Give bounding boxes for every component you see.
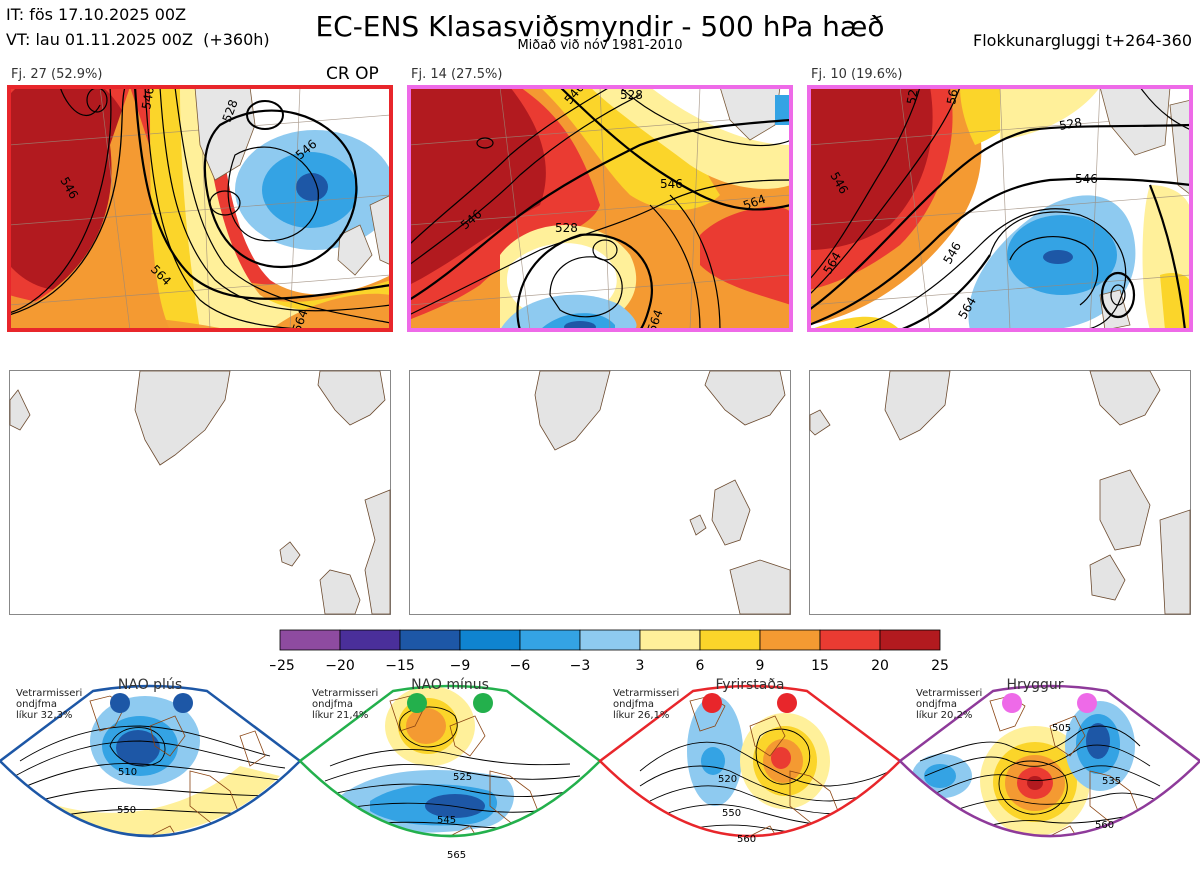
svg-text:550: 550 xyxy=(117,805,136,816)
page-title: EC-ENS Klasasviðsmyndir - 500 hPa hæð xyxy=(315,10,885,43)
svg-text:546: 546 xyxy=(660,177,683,191)
cluster-2-label: Fj. 14 (27.5%) xyxy=(411,67,503,82)
colorbar-swatch xyxy=(519,629,581,651)
cluster-maps: 528 546 546 564 546 564 xyxy=(7,85,1193,334)
regime-ridge: 505 535 560 xyxy=(898,684,1200,838)
colorbar-tick-label: 15 xyxy=(811,658,829,674)
initial-time: IT: fös 17.10.2025 00Z xyxy=(6,5,187,24)
svg-text:528: 528 xyxy=(620,88,643,102)
blocking-dot-left xyxy=(702,693,722,713)
colorbar-tick-label: −25 xyxy=(270,658,295,674)
regime-2-info: Vetrarmisseri ondjfma líkur 21,4% xyxy=(312,688,379,721)
regime-4-name: Hryggur xyxy=(1006,677,1064,693)
regime-4-info: Vetrarmisseri ondjfma líkur 20,2% xyxy=(916,688,983,721)
cluster-1-label: Fj. 27 (52.9%) xyxy=(11,67,103,82)
cluster-1-frame xyxy=(7,85,393,332)
svg-text:525: 525 xyxy=(453,772,472,783)
colorbar-tick-label: 20 xyxy=(871,658,889,674)
regime-panels: 510 550 xyxy=(0,684,1200,861)
cluster-3-map: 528 528 546 564 546 546 564 564 xyxy=(809,85,1191,330)
cluster-2-map: 528 546 546 564 528 546 564 xyxy=(409,87,791,334)
svg-text:528: 528 xyxy=(904,85,922,106)
regime-nao-plus: 510 550 xyxy=(0,684,302,838)
regime-3-name: Fyrirstaða xyxy=(715,677,785,693)
ridge-dot-right xyxy=(1077,693,1097,713)
nao-minus-dot-left xyxy=(407,693,427,713)
cluster-1-map: 528 546 546 564 546 564 xyxy=(9,86,391,334)
svg-text:510: 510 xyxy=(118,767,137,778)
svg-text:520: 520 xyxy=(718,774,737,785)
base-map-1 xyxy=(9,370,391,615)
colorbar-swatch xyxy=(879,629,941,651)
svg-text:550: 550 xyxy=(722,808,741,819)
page-subtitle: Miðað við nóv 1981-2010 xyxy=(517,38,683,53)
svg-text:505: 505 xyxy=(1052,723,1071,734)
base-maps xyxy=(9,370,1191,615)
svg-text:535: 535 xyxy=(1102,776,1121,787)
colorbar-swatch xyxy=(279,629,341,651)
svg-text:565: 565 xyxy=(447,850,466,861)
nao-minus-dot-right xyxy=(473,693,493,713)
colorbar-tick-label: 25 xyxy=(931,658,949,674)
cluster-2-frame xyxy=(407,85,793,332)
colorbar-swatch xyxy=(819,629,881,651)
regime-1-name: NAO plús xyxy=(117,677,183,693)
nao-plus-dot-right xyxy=(173,693,193,713)
colorbar-tick-label: −20 xyxy=(325,658,355,674)
svg-text:528: 528 xyxy=(555,221,578,235)
colorbar-swatch xyxy=(699,629,761,651)
blocking-dot-right xyxy=(777,693,797,713)
cluster-3-frame xyxy=(807,85,1193,332)
regime-2-name: NAO mínus xyxy=(411,677,489,693)
clustering-window: Flokkunargluggi t+264-360 xyxy=(973,31,1192,50)
regime-nao-minus: 525 545 565 xyxy=(298,684,602,861)
svg-text:564: 564 xyxy=(290,308,311,334)
colorbar-tick-label: 3 xyxy=(636,658,645,674)
colorbar-swatch xyxy=(399,629,461,651)
svg-text:564: 564 xyxy=(645,308,666,334)
colorbar-ticks: −25 −20 −15 −9 −6 −3 3 6 9 15 20 25 xyxy=(270,658,949,674)
colorbar-tick-label: −3 xyxy=(570,658,591,674)
cluster-1-tags: CR OP xyxy=(326,64,379,84)
colorbar-swatch xyxy=(759,629,821,651)
svg-text:560: 560 xyxy=(737,834,756,845)
colorbar-swatch xyxy=(639,629,701,651)
svg-text:545: 545 xyxy=(437,815,456,826)
valid-time: VT: lau 01.11.2025 00Z (+360h) xyxy=(6,30,270,49)
svg-text:528: 528 xyxy=(1058,115,1083,133)
colorbar-swatch xyxy=(459,629,521,651)
color-legend: −25 −20 −15 −9 −6 −3 3 6 9 15 20 25 xyxy=(270,629,949,674)
svg-text:546: 546 xyxy=(1075,172,1098,186)
nao-plus-dot-left xyxy=(110,693,130,713)
colorbar-tick-label: 9 xyxy=(756,658,765,674)
colorbar-tick-label: 6 xyxy=(696,658,705,674)
colorbar-tick-label: −6 xyxy=(510,658,531,674)
colorbar-tick-label: −9 xyxy=(450,658,471,674)
regime-blocking: 520 550 560 xyxy=(598,684,902,845)
base-map-2 xyxy=(409,370,791,615)
regime-3-info: Vetrarmisseri ondjfma líkur 26,1% xyxy=(613,688,680,721)
colorbar-tick-label: −15 xyxy=(385,658,415,674)
cluster-3-label: Fj. 10 (19.6%) xyxy=(811,67,903,82)
colorbar-swatch xyxy=(579,629,641,651)
base-map-3 xyxy=(809,370,1191,615)
colorbar-swatch xyxy=(339,629,401,651)
colorbar-swatches xyxy=(279,629,941,651)
svg-text:546: 546 xyxy=(139,86,157,111)
ridge-dot-left xyxy=(1002,693,1022,713)
svg-text:560: 560 xyxy=(1095,820,1114,831)
svg-text:564: 564 xyxy=(944,85,962,106)
regime-1-info: Vetrarmisseri ondjfma líkur 32,3% xyxy=(16,688,83,721)
